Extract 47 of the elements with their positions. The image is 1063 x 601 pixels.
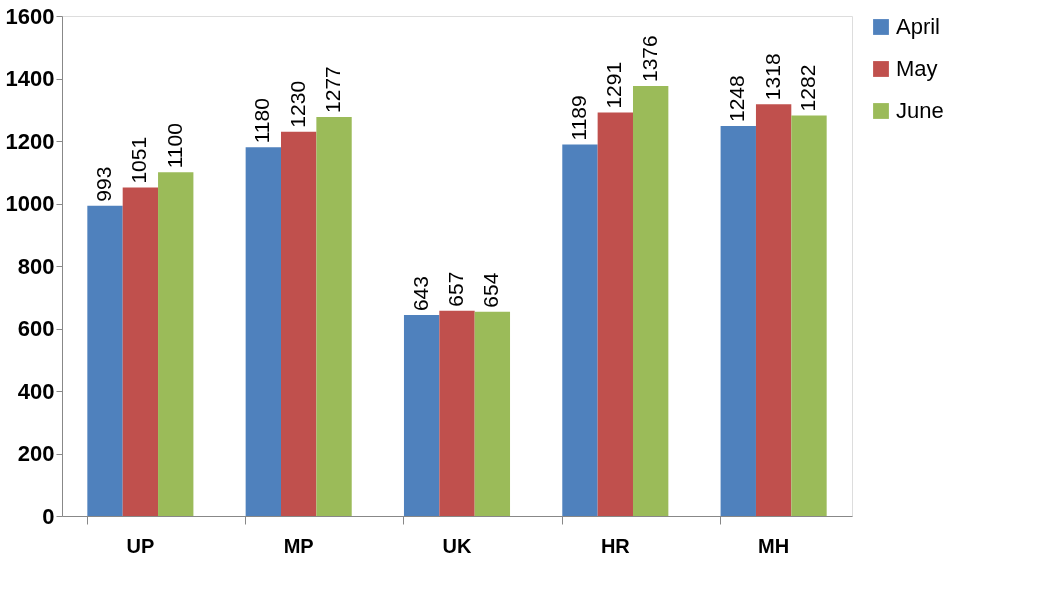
x-tick-label: UK	[442, 534, 472, 557]
bar	[562, 144, 598, 516]
data-label: 1318	[760, 53, 784, 101]
bar	[87, 205, 123, 516]
y-tick-label: 1600	[5, 3, 55, 29]
data-label: 1100	[162, 123, 186, 169]
data-label: 1282	[795, 64, 819, 112]
y-tick-label: 400	[17, 378, 55, 404]
legend-label: June	[896, 98, 944, 123]
bar	[403, 315, 440, 516]
bar	[316, 116, 352, 516]
data-label: 993	[92, 166, 116, 202]
bar	[755, 104, 792, 516]
x-tick-label: UP	[126, 534, 155, 557]
data-label: 643	[408, 276, 432, 312]
legend-label: May	[896, 56, 938, 81]
bar	[597, 112, 633, 516]
bar	[122, 187, 159, 516]
x-tick-label: MP	[283, 534, 314, 557]
bar	[720, 126, 756, 516]
data-label: 654	[479, 272, 503, 308]
y-tick-label: 800	[17, 253, 55, 279]
bar	[474, 311, 511, 516]
bar	[633, 86, 669, 516]
bar	[791, 115, 827, 516]
data-label: 1180	[250, 98, 274, 144]
bar	[158, 172, 194, 516]
bar	[245, 147, 281, 516]
data-label: 1291	[602, 61, 626, 109]
y-tick-label: 1000	[5, 191, 55, 216]
y-tick-label: 600	[17, 316, 55, 341]
y-tick-label: 1400	[5, 66, 55, 91]
bar	[439, 310, 475, 516]
y-tick-label: 1200	[5, 128, 55, 154]
data-label: 1189	[566, 95, 590, 141]
data-label: 1051	[127, 136, 151, 184]
data-label: 1376	[637, 35, 661, 82]
y-tick-label: 200	[17, 441, 55, 466]
x-tick-label: HR	[600, 534, 631, 557]
data-label: 1230	[285, 80, 309, 128]
data-label: 1277	[321, 66, 345, 113]
legend-label: April	[896, 14, 941, 39]
data-label: 657	[444, 271, 467, 307]
x-tick-label: MH	[758, 534, 790, 557]
data-label: 1248	[725, 75, 749, 122]
bar	[281, 131, 317, 516]
y-tick-label: 0	[42, 503, 55, 529]
